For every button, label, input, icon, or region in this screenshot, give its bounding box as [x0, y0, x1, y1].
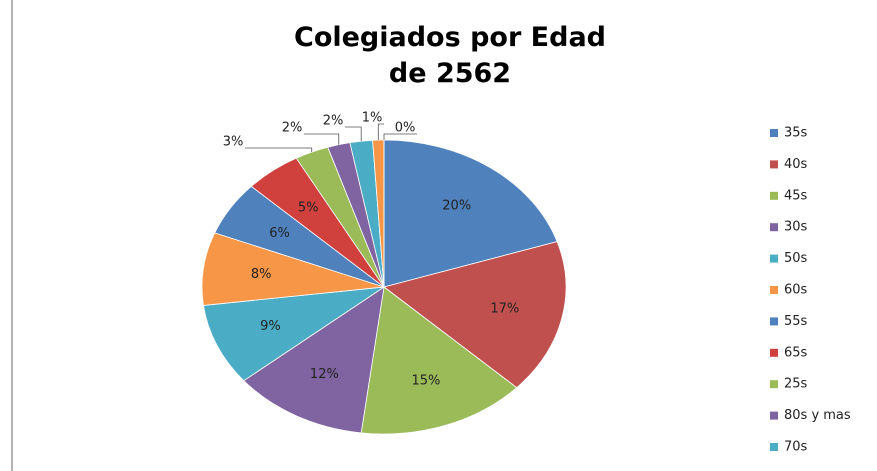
data-label: 2% — [282, 121, 303, 136]
data-label: 6% — [269, 226, 290, 241]
pie-slice — [243, 286, 385, 434]
legend-swatch — [770, 348, 778, 357]
legend-swatch — [770, 380, 778, 389]
leader-line — [377, 123, 384, 141]
data-label: 17% — [490, 301, 519, 316]
data-label: 5% — [298, 201, 319, 216]
legend-label: 35s — [784, 126, 808, 141]
leader-line — [245, 147, 313, 153]
leader-line — [383, 133, 417, 140]
data-label: 12% — [310, 367, 339, 382]
legend-label: 60s — [784, 283, 808, 298]
legend-swatch — [770, 160, 778, 169]
pie-slice — [202, 286, 385, 382]
data-label: 8% — [251, 267, 272, 282]
legend-label: 65s — [784, 345, 808, 360]
legend-label: 45s — [784, 188, 808, 203]
legend-label: 30s — [784, 220, 808, 235]
pie-slice — [201, 232, 385, 306]
pie-slice — [360, 286, 518, 435]
legend-swatch — [770, 223, 778, 232]
legend-swatch — [770, 411, 778, 420]
legend-label: 50s — [784, 251, 808, 266]
legend-label: 25s — [784, 377, 808, 392]
legend-swatch — [770, 286, 778, 294]
legend-swatch — [770, 191, 778, 200]
data-label: 1% — [362, 111, 383, 126]
legend-swatch — [770, 129, 778, 137]
data-label: 0% — [395, 121, 416, 136]
legend-swatch — [770, 317, 778, 326]
pie-slice — [383, 241, 567, 389]
legend-label: 55s — [784, 314, 808, 329]
data-label: 15% — [411, 374, 440, 389]
data-label: 9% — [260, 319, 281, 334]
leader-line — [345, 126, 362, 142]
chart-title: Colegiados por Edad de 2562 — [294, 22, 606, 89]
legend-label: 40s — [784, 157, 808, 172]
data-label: 2% — [323, 114, 344, 129]
legend-label: 80s y mas — [784, 408, 851, 423]
legend-swatch — [770, 254, 778, 263]
leader-line — [304, 133, 340, 145]
legend-swatch — [770, 443, 778, 451]
legend-label: 70s — [784, 440, 808, 455]
data-label: 20% — [442, 199, 471, 214]
data-label: 3% — [223, 135, 244, 150]
pie-slice — [383, 139, 558, 288]
